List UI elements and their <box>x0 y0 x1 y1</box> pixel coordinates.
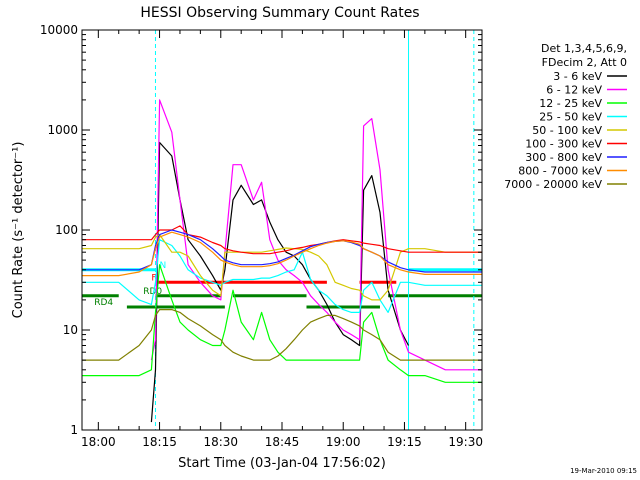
x-tick-label: 19:30 <box>448 435 483 449</box>
legend-entry-label-7: 800 - 7000 keV <box>518 165 602 178</box>
footer-timestamp: 19-Mar-2010 09:15 <box>570 467 637 475</box>
x-tick-label: 18:15 <box>142 435 177 449</box>
series-lines <box>82 99 482 423</box>
y-axis-label: Count Rate (s⁻¹ detector⁻¹) <box>11 142 26 319</box>
y-tick-label: 100 <box>55 223 78 237</box>
x-tick-label: 18:30 <box>203 435 238 449</box>
legend-entry-label-8: 7000 - 20000 keV <box>504 178 602 191</box>
status-bar-label-f: F <box>151 273 156 283</box>
series-line-5 <box>82 225 482 255</box>
series-line-4 <box>82 234 482 301</box>
legend-header-line-0: Det 1,3,4,5,6,9, <box>541 42 627 55</box>
legend-entry-label-5: 100 - 300 keV <box>525 138 602 151</box>
legend-entry-label-2: 12 - 25 keV <box>539 97 602 110</box>
series-line-6 <box>82 229 482 273</box>
status-bars: NF RD0 RD4 <box>82 261 482 309</box>
x-tick-label: 19:00 <box>326 435 361 449</box>
y-tick-label: 1 <box>70 423 78 437</box>
series-line-1 <box>150 99 482 371</box>
x-axis-label: Start Time (03-Jan-04 17:56:02) <box>178 456 386 471</box>
y-tick-label: 10000 <box>40 23 78 37</box>
x-axis-ticks: 18:00 18:15 18:30 18:45 19:00 19:15 19:30 <box>81 30 483 449</box>
legend-entry-label-1: 6 - 12 keV <box>546 84 602 97</box>
y-tick-label: 10 <box>63 323 78 337</box>
series-line-7 <box>82 231 482 277</box>
series-line-0 <box>150 141 410 423</box>
series-line-3 <box>82 239 482 313</box>
legend-entry-label-3: 25 - 50 keV <box>539 111 602 124</box>
chart-title: HESSI Observing Summary Count Rates <box>140 5 419 21</box>
series-line-2 <box>82 264 482 383</box>
status-bar-label-rd0: RD0 <box>143 287 162 297</box>
x-tick-label: 19:15 <box>387 435 422 449</box>
legend-entry-label-0: 3 - 6 keV <box>553 70 602 83</box>
mode-change-lines <box>81 30 475 430</box>
status-bar-label-rd4: RD4 <box>94 298 113 308</box>
series-line-8 <box>82 309 482 361</box>
legend-entry-label-6: 300 - 800 keV <box>525 151 602 164</box>
status-bar-label-n: N <box>160 261 167 271</box>
x-tick-label: 18:00 <box>81 435 116 449</box>
legend-entry-label-4: 50 - 100 keV <box>532 124 602 137</box>
y-axis-ticks: 1 10 100 1000 10000 <box>40 23 482 437</box>
y-tick-label: 1000 <box>47 123 78 137</box>
legend: Det 1,3,4,5,6,9,FDecim 2, Att 03 - 6 keV… <box>504 42 627 191</box>
plot-frame <box>81 29 483 431</box>
legend-header-line-1: FDecim 2, Att 0 <box>542 56 627 69</box>
x-tick-label: 18:45 <box>265 435 300 449</box>
